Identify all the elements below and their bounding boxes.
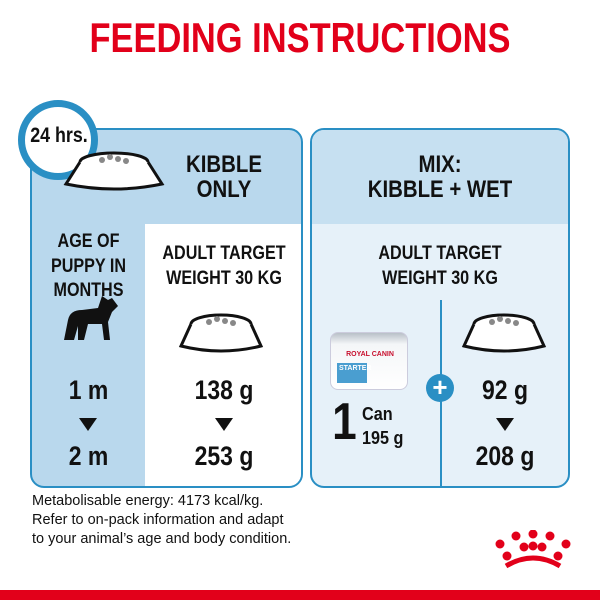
can-brand: ROYAL CANIN — [346, 351, 394, 358]
age-label: AGE OF PUPPY IN MONTHS — [50, 231, 127, 302]
kibble-bowl-icon — [461, 313, 547, 353]
kibble-amount-start: 138 g — [194, 375, 254, 405]
mix-kibble-amount-start: 92 g — [482, 375, 528, 405]
can-info: Can 195 g — [362, 404, 404, 448]
page-title: FEEDING INSTRUCTIONS — [89, 14, 511, 61]
kibble-bowl-icon — [63, 151, 165, 191]
kibble-column — [145, 224, 301, 486]
arrow-down-icon — [215, 418, 233, 431]
age-start: 1 m — [68, 375, 109, 405]
mix-panel: MIX: KIBBLE + WET ADULT TARGET WEIGHT 30 K… — [310, 128, 570, 488]
kibble-only-panel: KIBBLE ONLY AGE OF PUPPY IN MONTHS ADULT TA… — [30, 128, 303, 488]
mix-kibble-amount-end: 208 g — [475, 441, 535, 471]
arrow-down-icon — [496, 418, 514, 431]
clock-label: 24 hrs. — [30, 124, 88, 147]
kibble-amount-end: 253 g — [194, 441, 254, 471]
royal-canin-crown-logo — [495, 530, 571, 569]
puppy-silhouette-icon — [64, 296, 118, 340]
target-weight-label: ADULT TARGET WEIGHT 30 KG — [162, 243, 286, 289]
wet-food-can-image: ROYAL CANIN STARTER — [330, 332, 408, 390]
can-count: 1 — [332, 393, 357, 451]
kibble-title: KIBBLE ONLY — [186, 151, 262, 204]
kibble-bowl-icon — [178, 313, 264, 353]
clock-icon: 24 hrs. — [18, 100, 98, 180]
brand-bar — [0, 590, 600, 600]
age-end: 2 m — [68, 441, 109, 471]
target-weight-label: ADULT TARGET WEIGHT 30 KG — [378, 243, 502, 289]
mix-title: MIX: KIBBLE + WET — [367, 151, 513, 204]
footer-note: Metabolisable energy: 4173 kcal/kg. Refer… — [32, 493, 292, 547]
mix-header — [312, 130, 568, 224]
can-product: STARTER — [337, 363, 372, 383]
plus-icon: + — [426, 374, 454, 402]
arrow-down-icon — [79, 418, 97, 431]
